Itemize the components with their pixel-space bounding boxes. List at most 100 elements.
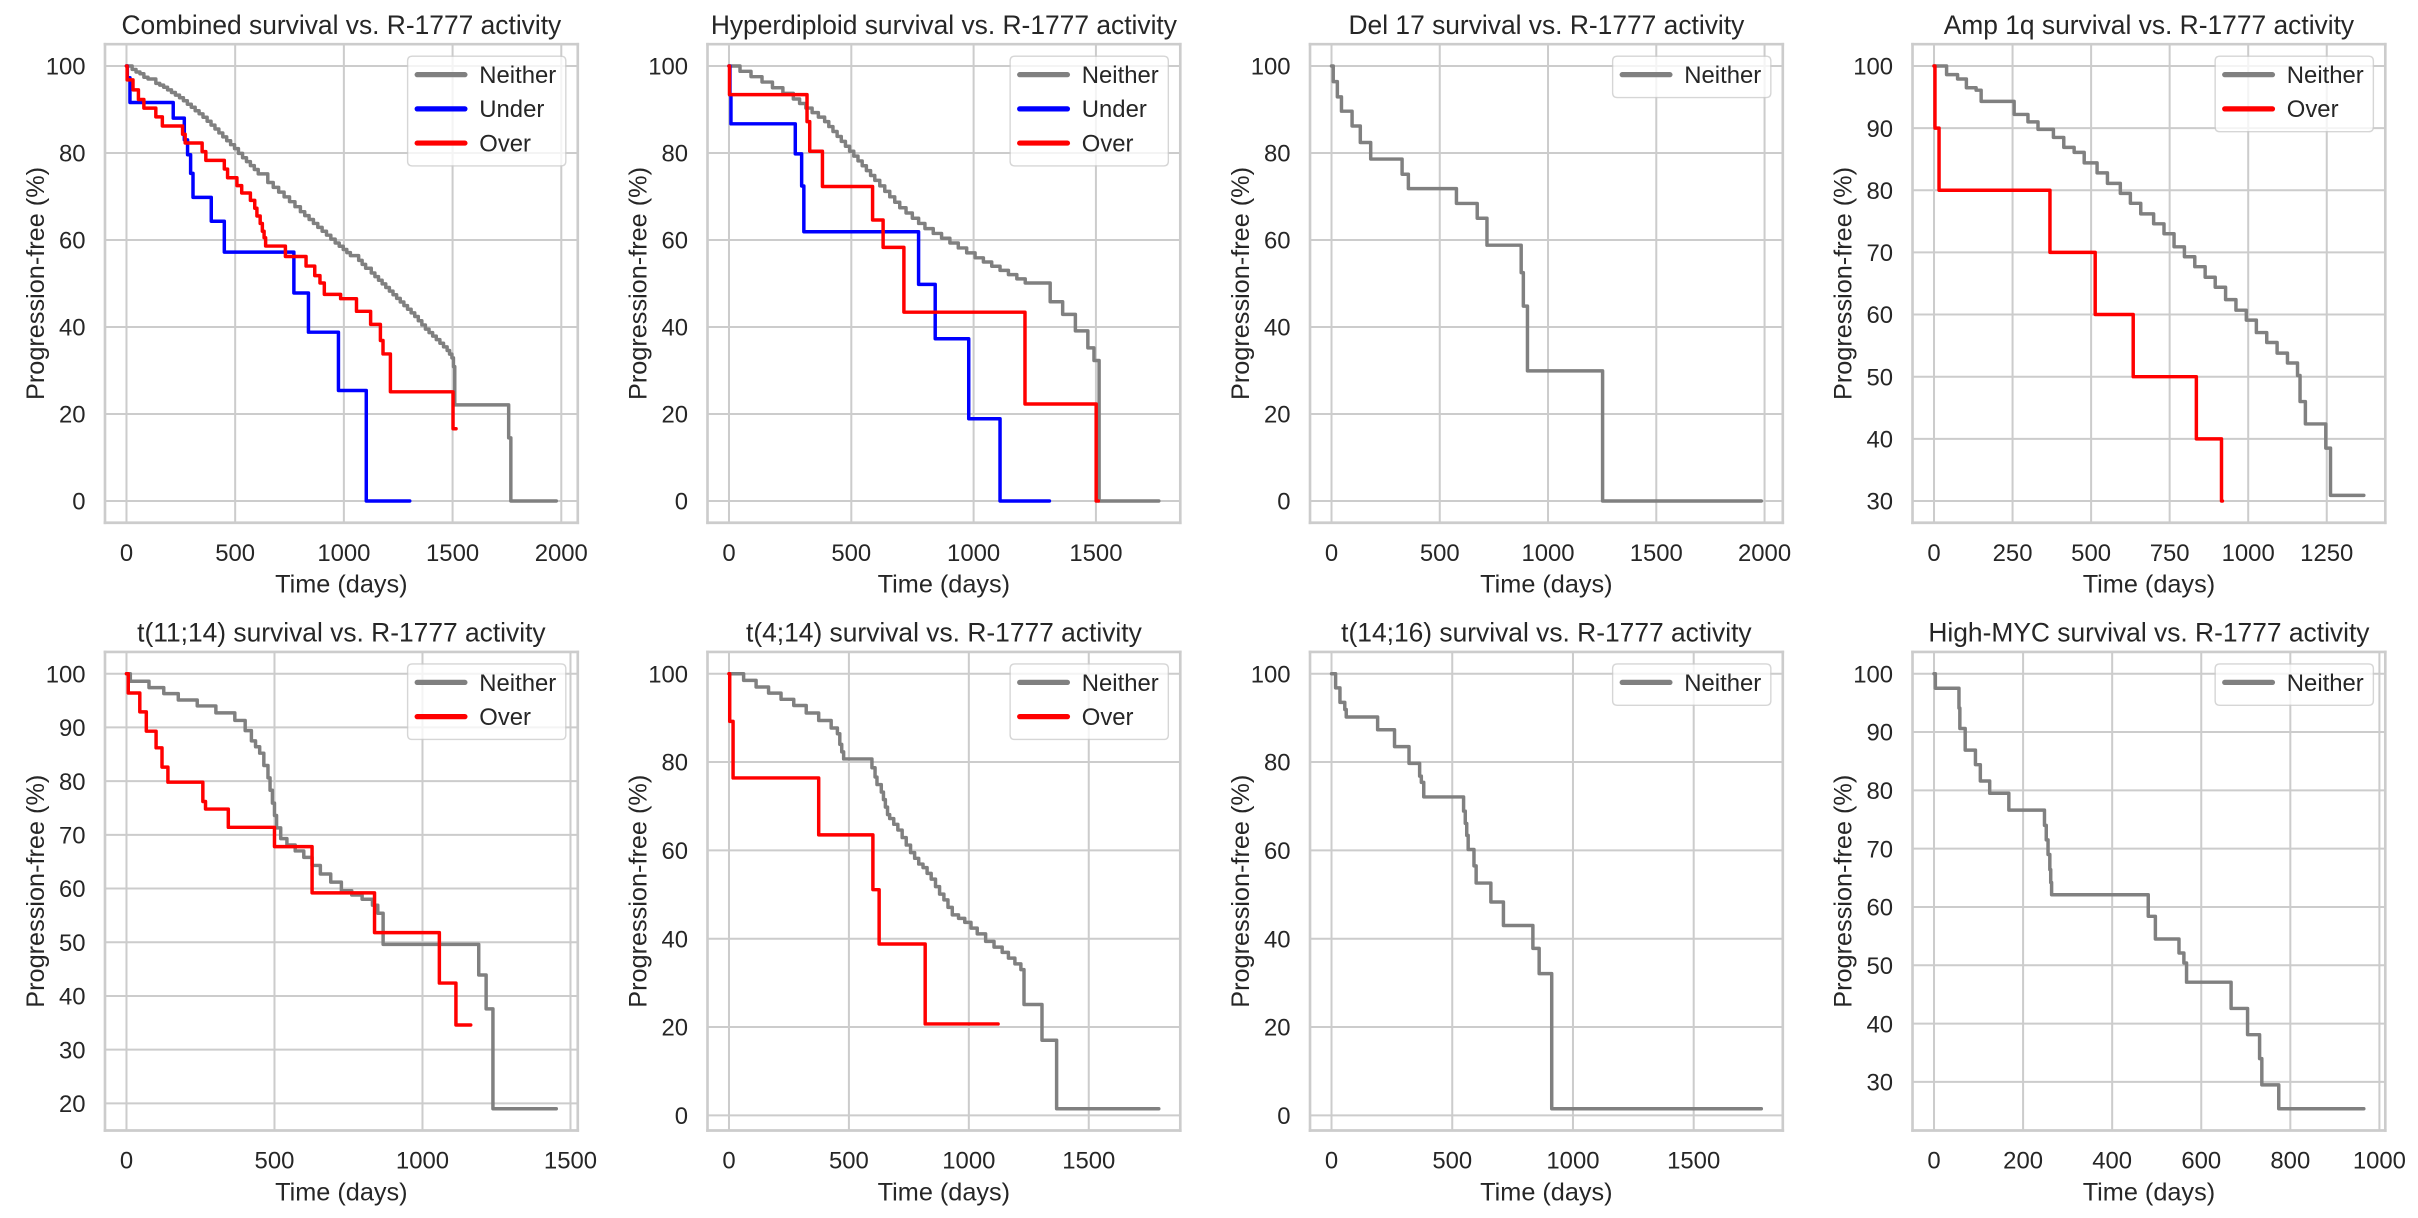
svg-text:60: 60 bbox=[1264, 228, 1291, 255]
svg-text:80: 80 bbox=[1867, 178, 1894, 205]
svg-text:1000: 1000 bbox=[942, 1148, 995, 1175]
svg-text:1500: 1500 bbox=[1630, 540, 1683, 567]
svg-text:Progression-free (%): Progression-free (%) bbox=[1830, 167, 1858, 400]
svg-text:t(4;14) survival vs. R-1777 ac: t(4;14) survival vs. R-1777 activity bbox=[746, 618, 1143, 648]
svg-text:500: 500 bbox=[215, 540, 255, 567]
svg-text:Over: Over bbox=[479, 130, 531, 157]
svg-text:Neither: Neither bbox=[1684, 62, 1761, 89]
svg-text:500: 500 bbox=[2071, 540, 2111, 567]
svg-text:Over: Over bbox=[2287, 96, 2339, 123]
svg-text:0: 0 bbox=[1277, 1103, 1290, 1130]
svg-text:2000: 2000 bbox=[535, 540, 588, 567]
svg-text:80: 80 bbox=[59, 769, 86, 796]
svg-text:50: 50 bbox=[59, 930, 86, 957]
svg-text:500: 500 bbox=[829, 1148, 869, 1175]
svg-text:500: 500 bbox=[831, 540, 871, 567]
svg-text:0: 0 bbox=[1277, 489, 1290, 516]
svg-text:Hyperdiploid survival vs. R-17: Hyperdiploid survival vs. R-1777 activit… bbox=[711, 10, 1178, 40]
svg-text:30: 30 bbox=[1867, 1070, 1894, 1097]
svg-text:20: 20 bbox=[59, 1091, 86, 1118]
svg-text:2000: 2000 bbox=[1738, 540, 1791, 567]
svg-text:0: 0 bbox=[1325, 1148, 1338, 1175]
svg-text:Over: Over bbox=[479, 704, 531, 731]
svg-text:Time (days): Time (days) bbox=[1480, 571, 1612, 599]
svg-text:Progression-free (%): Progression-free (%) bbox=[1227, 167, 1255, 400]
svg-text:Progression-free (%): Progression-free (%) bbox=[22, 775, 50, 1008]
svg-text:High-MYC survival vs. R-1777 a: High-MYC survival vs. R-1777 activity bbox=[1928, 618, 2370, 648]
svg-text:Time (days): Time (days) bbox=[2083, 571, 2215, 599]
svg-text:90: 90 bbox=[59, 715, 86, 742]
svg-text:800: 800 bbox=[2270, 1148, 2310, 1175]
svg-text:100: 100 bbox=[1853, 661, 1893, 688]
svg-text:90: 90 bbox=[1867, 720, 1894, 747]
svg-text:30: 30 bbox=[59, 1037, 86, 1064]
svg-text:80: 80 bbox=[661, 141, 688, 168]
svg-text:Time (days): Time (days) bbox=[275, 571, 407, 599]
svg-text:100: 100 bbox=[648, 54, 688, 81]
svg-text:40: 40 bbox=[1264, 315, 1291, 342]
svg-text:50: 50 bbox=[1867, 364, 1894, 391]
svg-text:0: 0 bbox=[675, 489, 688, 516]
svg-text:t(14;16) survival vs. R-1777 a: t(14;16) survival vs. R-1777 activity bbox=[1341, 618, 1752, 648]
svg-text:Neither: Neither bbox=[2287, 62, 2364, 89]
svg-text:Neither: Neither bbox=[479, 670, 556, 697]
svg-text:500: 500 bbox=[255, 1148, 295, 1175]
svg-text:Over: Over bbox=[1082, 130, 1134, 157]
svg-text:Progression-free (%): Progression-free (%) bbox=[1830, 775, 1858, 1008]
svg-text:1000: 1000 bbox=[1546, 1148, 1599, 1175]
svg-text:70: 70 bbox=[1867, 836, 1894, 863]
svg-text:Under: Under bbox=[1082, 96, 1147, 123]
svg-text:20: 20 bbox=[661, 402, 688, 429]
svg-text:Progression-free (%): Progression-free (%) bbox=[625, 167, 653, 400]
svg-text:40: 40 bbox=[59, 315, 86, 342]
svg-text:0: 0 bbox=[675, 1103, 688, 1130]
svg-text:Time (days): Time (days) bbox=[878, 571, 1010, 599]
svg-text:60: 60 bbox=[59, 876, 86, 903]
svg-text:80: 80 bbox=[1264, 750, 1291, 777]
svg-text:0: 0 bbox=[120, 1148, 133, 1175]
svg-text:80: 80 bbox=[59, 141, 86, 168]
svg-text:0: 0 bbox=[722, 540, 735, 567]
svg-text:40: 40 bbox=[1867, 1011, 1894, 1038]
svg-text:Combined survival vs. R-1777 a: Combined survival vs. R-1777 activity bbox=[122, 10, 563, 40]
svg-text:50: 50 bbox=[1867, 953, 1894, 980]
svg-text:1000: 1000 bbox=[947, 540, 1000, 567]
svg-text:1500: 1500 bbox=[1069, 540, 1122, 567]
svg-text:Neither: Neither bbox=[1082, 670, 1159, 697]
svg-text:60: 60 bbox=[1867, 895, 1894, 922]
svg-text:Progression-free (%): Progression-free (%) bbox=[1227, 775, 1255, 1008]
svg-text:100: 100 bbox=[46, 661, 86, 688]
svg-text:100: 100 bbox=[46, 54, 86, 81]
svg-text:600: 600 bbox=[2181, 1148, 2221, 1175]
svg-text:20: 20 bbox=[59, 402, 86, 429]
svg-text:t(11;14) survival vs. R-1777 a: t(11;14) survival vs. R-1777 activity bbox=[137, 618, 546, 648]
svg-text:100: 100 bbox=[1853, 54, 1893, 81]
svg-text:90: 90 bbox=[1867, 116, 1894, 143]
svg-text:Neither: Neither bbox=[1082, 62, 1159, 89]
svg-text:40: 40 bbox=[59, 984, 86, 1011]
svg-text:Over: Over bbox=[1082, 704, 1134, 731]
svg-text:1000: 1000 bbox=[2353, 1148, 2406, 1175]
svg-text:Del 17 survival vs. R-1777 act: Del 17 survival vs. R-1777 activity bbox=[1349, 10, 1746, 40]
svg-text:400: 400 bbox=[2092, 1148, 2132, 1175]
svg-text:0: 0 bbox=[72, 489, 85, 516]
svg-text:60: 60 bbox=[661, 838, 688, 865]
svg-text:0: 0 bbox=[1927, 540, 1940, 567]
svg-text:40: 40 bbox=[1264, 926, 1291, 953]
svg-text:1000: 1000 bbox=[1521, 540, 1574, 567]
svg-text:1000: 1000 bbox=[396, 1148, 449, 1175]
svg-text:Progression-free (%): Progression-free (%) bbox=[22, 167, 50, 400]
svg-text:100: 100 bbox=[648, 661, 688, 688]
svg-text:20: 20 bbox=[661, 1015, 688, 1042]
svg-text:80: 80 bbox=[661, 750, 688, 777]
svg-text:0: 0 bbox=[722, 1148, 735, 1175]
svg-text:1250: 1250 bbox=[2300, 540, 2353, 567]
svg-text:0: 0 bbox=[120, 540, 133, 567]
svg-text:30: 30 bbox=[1867, 489, 1894, 516]
svg-text:60: 60 bbox=[661, 228, 688, 255]
svg-text:0: 0 bbox=[1325, 540, 1338, 567]
svg-text:Amp 1q survival vs. R-1777 act: Amp 1q survival vs. R-1777 activity bbox=[1944, 10, 2355, 40]
svg-text:80: 80 bbox=[1867, 778, 1894, 805]
svg-text:100: 100 bbox=[1251, 661, 1291, 688]
svg-text:60: 60 bbox=[1264, 838, 1291, 865]
